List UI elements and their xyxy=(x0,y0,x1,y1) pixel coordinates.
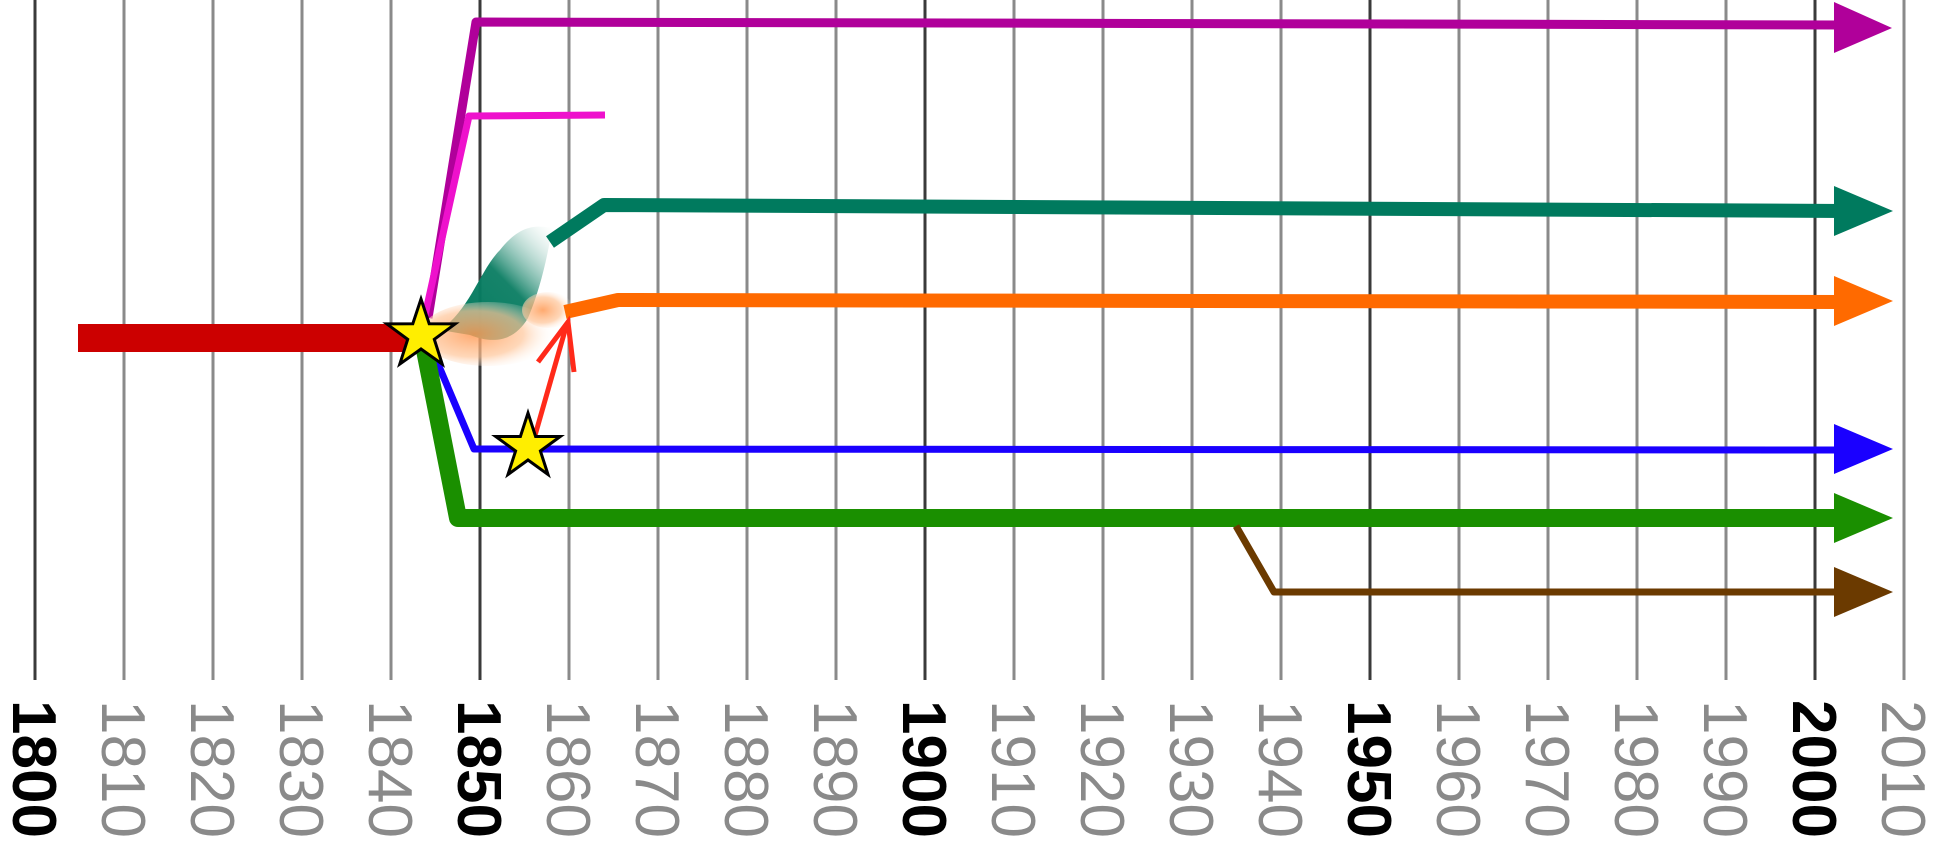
tick-label-1960: 1960 xyxy=(1423,700,1492,838)
lineage-lines xyxy=(78,2,1893,617)
tick-label-1930: 1930 xyxy=(1156,700,1225,838)
blue-arrowhead xyxy=(1834,424,1893,474)
brown-branch-line xyxy=(1232,524,1845,596)
tick-label-1950: 1950 xyxy=(1334,700,1403,838)
tick-label-1840: 1840 xyxy=(355,700,424,838)
star-icon xyxy=(491,408,565,479)
tick-label-1860: 1860 xyxy=(533,700,602,838)
year-tick-labels: 1800 1810 1820 1830 1840 1850 1860 1870 1880 1890… xyxy=(0,700,1935,838)
tick-label-1970: 1970 xyxy=(1512,700,1581,838)
tick-label-1940: 1940 xyxy=(1245,700,1314,838)
orange-branch-line xyxy=(563,293,1846,319)
teal-arrowhead xyxy=(1834,186,1893,236)
tick-label-1920: 1920 xyxy=(1067,700,1136,838)
tick-label-2010: 2010 xyxy=(1868,700,1935,838)
tick-label-1810: 1810 xyxy=(88,700,157,838)
tick-label-1820: 1820 xyxy=(177,700,246,838)
tick-label-1880: 1880 xyxy=(711,700,780,838)
orange-arrowhead xyxy=(1834,276,1893,326)
tick-label-1980: 1980 xyxy=(1601,700,1670,838)
star-icon xyxy=(382,294,460,368)
tick-label-2000: 2000 xyxy=(1779,700,1848,838)
green-arrowhead xyxy=(1834,493,1893,543)
tick-label-1990: 1990 xyxy=(1690,700,1759,838)
green-branch-line xyxy=(415,343,1845,527)
magenta-branch-line xyxy=(420,111,606,321)
event-stars xyxy=(382,294,565,479)
orange-blob-2 xyxy=(522,292,574,328)
purple-arrowhead xyxy=(1834,2,1892,53)
teal-branch-line xyxy=(546,198,1846,248)
tick-label-1830: 1830 xyxy=(266,700,335,838)
tick-label-1850: 1850 xyxy=(444,700,513,838)
tick-label-1800: 1800 xyxy=(0,700,68,838)
red-link-arrowhead xyxy=(536,315,577,373)
blue-branch-line xyxy=(426,343,1846,454)
tick-label-1890: 1890 xyxy=(800,700,869,838)
orange-blob xyxy=(420,302,556,366)
tick-label-1910: 1910 xyxy=(978,700,1047,838)
tick-label-1900: 1900 xyxy=(889,700,958,838)
red-link-line xyxy=(529,326,569,447)
purple-branch-line xyxy=(423,17,1846,319)
tick-label-1870: 1870 xyxy=(622,700,691,838)
brown-arrowhead xyxy=(1834,567,1893,617)
